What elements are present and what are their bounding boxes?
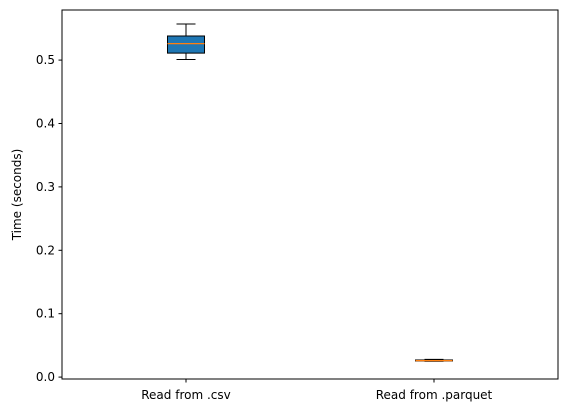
box-1 — [415, 358, 453, 362]
y-tick-label: 0.5 — [36, 53, 55, 67]
plot-marks — [167, 23, 453, 362]
y-axis: 0.0 0.1 0.2 0.3 0.4 0.5 — [36, 53, 62, 384]
x-tick-label: Read from .parquet — [376, 388, 493, 402]
box-0 — [167, 23, 205, 60]
x-tick-label: Read from .csv — [141, 388, 230, 402]
y-tick-label: 0.3 — [36, 180, 55, 194]
y-tick-label: 0.0 — [36, 370, 55, 384]
y-tick-label: 0.1 — [36, 307, 55, 321]
plot-frame — [61, 9, 559, 380]
y-tick-label: 0.2 — [36, 243, 55, 257]
y-tick-label: 0.4 — [36, 116, 55, 130]
box-iqr — [167, 35, 205, 54]
x-axis: Read from .csv Read from .parquet — [141, 379, 493, 402]
y-axis-label: Time (seconds) — [10, 149, 24, 242]
